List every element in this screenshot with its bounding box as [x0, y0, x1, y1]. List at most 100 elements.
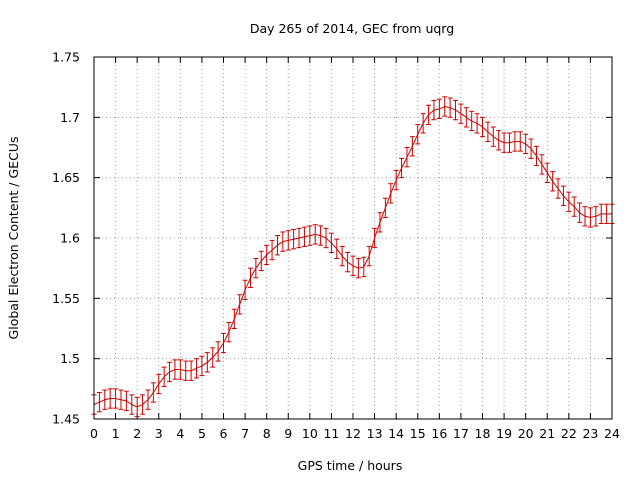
- data-point: [453, 99, 459, 121]
- y-tick-label: 1.45: [52, 412, 80, 427]
- chart-title: Day 265 of 2014, GEC from uqrg: [250, 21, 454, 36]
- data-point: [485, 121, 491, 142]
- data-point: [366, 245, 372, 267]
- x-tick-label: 12: [345, 426, 361, 441]
- data-point: [458, 103, 464, 124]
- data-point: [480, 116, 485, 138]
- data-point: [404, 147, 410, 168]
- x-tick-label: 8: [263, 426, 271, 441]
- data-point: [436, 98, 442, 120]
- data-point: [560, 185, 566, 206]
- y-tick-label: 1.75: [52, 50, 80, 65]
- data-point: [577, 202, 583, 223]
- data-point: [204, 352, 210, 373]
- data-point: [382, 197, 388, 218]
- data-point: [377, 212, 383, 233]
- data-point: [215, 341, 221, 362]
- data-point: [274, 235, 280, 256]
- x-tick-label: 2: [133, 426, 141, 441]
- data-point: [328, 232, 334, 253]
- data-point: [474, 113, 480, 134]
- data-point: [350, 255, 356, 276]
- data-point: [544, 162, 550, 183]
- data-point: [96, 391, 102, 413]
- data-point: [161, 366, 167, 387]
- data-point: [301, 226, 307, 247]
- data-point: [555, 178, 561, 199]
- axes: 0 1 2 3 4 5 6 7 8 9 10 11 12 13 14 15 16 17 18 19 20 21 22 23 24…: [52, 50, 620, 442]
- data-point: [210, 347, 216, 368]
- data-point: [598, 203, 604, 225]
- data-point: [523, 133, 529, 155]
- data-point: [539, 154, 545, 175]
- x-tick-label: 18: [475, 426, 491, 441]
- data-point: [291, 229, 297, 250]
- y-tick-label: 1.7: [60, 110, 80, 125]
- data-point: [318, 225, 324, 246]
- data-point: [582, 206, 588, 227]
- data-point: [194, 358, 200, 379]
- y-tick-label: 1.6: [60, 231, 80, 246]
- data-point: [199, 355, 205, 377]
- x-tick-label: 17: [453, 426, 469, 441]
- data-point: [177, 359, 183, 380]
- x-tick-label: 5: [198, 426, 206, 441]
- x-tick-label: 13: [367, 426, 383, 441]
- data-point: [172, 359, 178, 380]
- data-point: [355, 258, 361, 279]
- data-point: [447, 97, 453, 118]
- data-point: [345, 251, 351, 273]
- x-tick-label: 19: [496, 426, 512, 441]
- data-point: [361, 256, 367, 278]
- data-point: [501, 132, 507, 153]
- data-point: [399, 157, 405, 179]
- data-point: [334, 238, 340, 260]
- data-point: [156, 373, 162, 395]
- data-point: [442, 96, 448, 117]
- data-point: [307, 225, 313, 246]
- data-point: [388, 183, 394, 204]
- data-point: [512, 131, 518, 152]
- x-tick-label: 11: [323, 426, 339, 441]
- data-point: [426, 104, 432, 126]
- data-point: [129, 394, 135, 415]
- data-point: [247, 267, 253, 288]
- data-point: [269, 239, 275, 261]
- data-point: [593, 206, 599, 227]
- data-point: [242, 279, 248, 301]
- data-point: [496, 130, 502, 151]
- x-tick-label: 1: [112, 426, 120, 441]
- data-point: [253, 258, 259, 279]
- x-tick-label: 3: [155, 426, 163, 441]
- x-tick-label: 9: [284, 426, 292, 441]
- data-point: [604, 203, 610, 225]
- x-axis-label: GPS time / hours: [298, 458, 403, 473]
- data-point: [323, 227, 329, 249]
- data-point: [415, 124, 421, 145]
- data-point: [145, 389, 151, 410]
- data-point: [550, 171, 556, 192]
- data-point: [571, 196, 577, 217]
- data-point: [506, 132, 512, 153]
- x-tick-label: 21: [539, 426, 555, 441]
- data-point: [420, 113, 426, 134]
- data-point: [285, 230, 291, 251]
- data-point: [140, 394, 146, 415]
- data-point: [264, 244, 270, 266]
- x-tick-label: 0: [90, 426, 98, 441]
- data-point: [258, 250, 264, 272]
- data-point: [102, 389, 108, 410]
- x-tick-label: 20: [518, 426, 534, 441]
- x-tick-label: 14: [388, 426, 404, 441]
- data-point: [280, 231, 286, 252]
- data-point: [312, 224, 318, 245]
- data-point: [372, 227, 378, 249]
- data-point: [107, 388, 113, 409]
- x-tick-label: 23: [582, 426, 598, 441]
- data-point: [409, 136, 415, 157]
- grid: [94, 57, 612, 419]
- x-tick-label: 10: [302, 426, 318, 441]
- x-tick-label: 7: [241, 426, 249, 441]
- data-point: [221, 332, 226, 354]
